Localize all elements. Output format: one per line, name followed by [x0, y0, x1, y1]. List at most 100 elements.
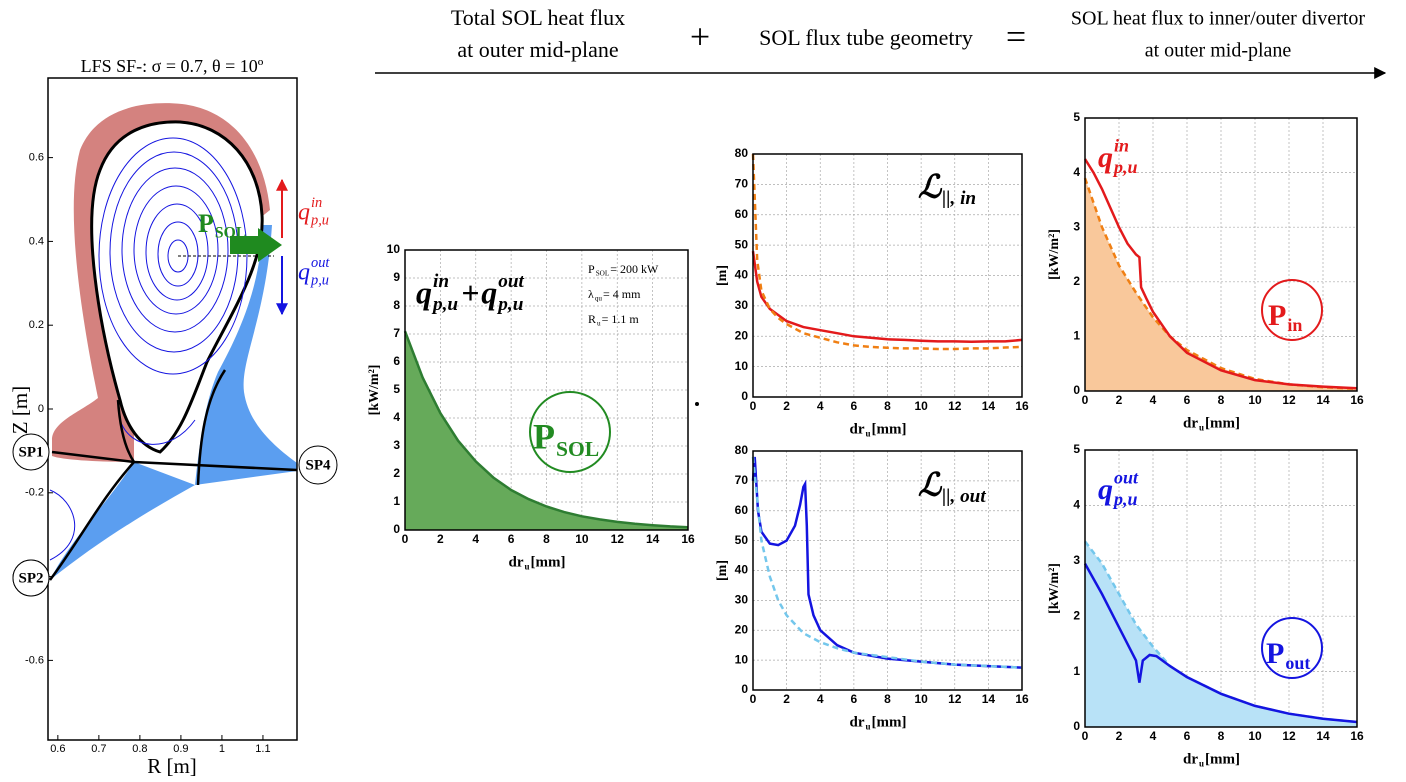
y-tick-label: 0 [741, 389, 748, 403]
x-tick-label: 12 [1282, 729, 1296, 743]
x-tick-label: 16 [1015, 692, 1029, 706]
sp-label: SP2 [18, 570, 43, 586]
x-tick-label: 12 [611, 532, 625, 546]
y-tick-label: 10 [735, 652, 749, 666]
y-tick-label: 1 [393, 494, 400, 508]
dot [695, 402, 699, 406]
sp-circle [12, 559, 50, 597]
label-part: u [1199, 423, 1204, 433]
label-part: dr [509, 554, 524, 570]
label-part: + [461, 274, 479, 310]
label-part: p,u [496, 294, 523, 315]
label-part: dr [850, 714, 865, 730]
label-part: dr [1183, 415, 1198, 431]
y-tick-label: 40 [735, 563, 749, 577]
x-tick-label: 10 [1248, 729, 1262, 743]
label-part: P [198, 209, 214, 238]
x-tick-label: 6 [851, 692, 858, 706]
power-arrow [230, 228, 282, 262]
header-text: at outer mid-plane [1145, 40, 1292, 62]
y-tick-label: 40 [735, 268, 749, 282]
label-part: q [1098, 141, 1113, 174]
label-part: P [1268, 299, 1286, 332]
header-text: at outer mid-plane [457, 37, 618, 62]
line [751, 456, 1023, 669]
x-tick-label: 0 [750, 399, 757, 413]
y-tick-label: 0 [393, 522, 400, 536]
label-part: q [481, 274, 497, 310]
area [405, 331, 688, 530]
x-tick-label: 6 [1184, 729, 1191, 743]
header-text: SOL heat flux to inner/outer divertor [1071, 8, 1366, 30]
label-part: ||, out [942, 486, 986, 507]
y-tick-label: 4 [1073, 165, 1080, 179]
y-tick-label: 50 [735, 237, 749, 251]
x-tick-label: 14 [1316, 729, 1330, 743]
line [403, 330, 689, 529]
x-tick-label: 6 [508, 532, 515, 546]
y-tick-label: 0.6 [29, 152, 44, 164]
y-tick-label: 5 [393, 382, 400, 396]
label-part: SOL [215, 224, 246, 241]
x-tick-label: 2 [1116, 393, 1123, 407]
y-tick-label: 3 [1073, 219, 1080, 233]
frame [1084, 117, 1358, 392]
x-tick-label: 4 [1150, 729, 1157, 743]
y-tick-label: 30 [735, 298, 749, 312]
label-part: p,u [431, 294, 458, 315]
x-tick-label: 16 [681, 532, 695, 546]
x-tick-label: 1.1 [255, 743, 270, 755]
x-tick-label: 2 [1116, 729, 1123, 743]
sp-label: SP1 [18, 444, 43, 460]
x-tick-label: 8 [1218, 729, 1225, 743]
equilibrium: SP1 SP2 SP4 LFS SF-: σ = 0.7, θ = 10º R … [8, 56, 338, 778]
label-part: out [1285, 653, 1310, 673]
y-tick-label: -0.6 [25, 654, 44, 666]
label-part: in [311, 195, 322, 211]
x-tick-label: 4 [1150, 393, 1157, 407]
y-tick-label: 10 [387, 242, 401, 256]
label-part: ||, in [942, 188, 976, 209]
label-part: SOL [596, 269, 610, 277]
y-tick-label: 20 [735, 622, 749, 636]
label-part: = 1.1 m [602, 312, 640, 326]
y-tick-label: 0 [1073, 383, 1080, 397]
y-tick-label: 9 [393, 270, 400, 284]
y-tick-label: 2 [1073, 608, 1080, 622]
y-tick-label: 30 [735, 593, 749, 607]
label-part: qu [595, 294, 603, 302]
y-axis-label: [m] [715, 560, 730, 581]
sp-circle [12, 433, 50, 471]
x-tick-label: 14 [982, 692, 996, 706]
label-part: out [498, 271, 524, 292]
y-tick-label: 80 [735, 146, 749, 160]
y-tick-label: 1 [1073, 664, 1080, 678]
label-part: q [298, 200, 310, 226]
x-tick-label: 0.6 [50, 743, 65, 755]
x-tick-label: 14 [982, 399, 996, 413]
frame [1084, 449, 1358, 728]
x-tick-label: 0.9 [173, 743, 188, 755]
label-part: P [588, 262, 595, 276]
y-axis-label: [kW/m²] [1047, 563, 1062, 614]
x-tick-label: 0.8 [132, 743, 147, 755]
label-part: u [597, 319, 601, 327]
frame [404, 249, 689, 531]
y-tick-label: 7 [393, 326, 400, 340]
x-tick-label: 8 [543, 532, 550, 546]
label-part: [mm] [1205, 415, 1240, 431]
label-part: in [433, 271, 449, 292]
x-tick-label: 12 [948, 692, 962, 706]
label-part: q [416, 274, 432, 310]
x-tick-label: 1 [219, 743, 225, 755]
header-text: Total SOL heat flux [451, 5, 625, 30]
label-part: u [866, 722, 871, 732]
x-tick-label: 14 [646, 532, 660, 546]
x-tick-label: 0 [1082, 729, 1089, 743]
y-tick-label: 70 [735, 177, 749, 191]
label-part: P [1266, 637, 1284, 670]
label-part: [mm] [1205, 751, 1240, 767]
x-tick-label: 4 [817, 692, 824, 706]
y-tick-label: 0.2 [29, 319, 44, 331]
y-tick-label: 5 [1073, 110, 1080, 124]
